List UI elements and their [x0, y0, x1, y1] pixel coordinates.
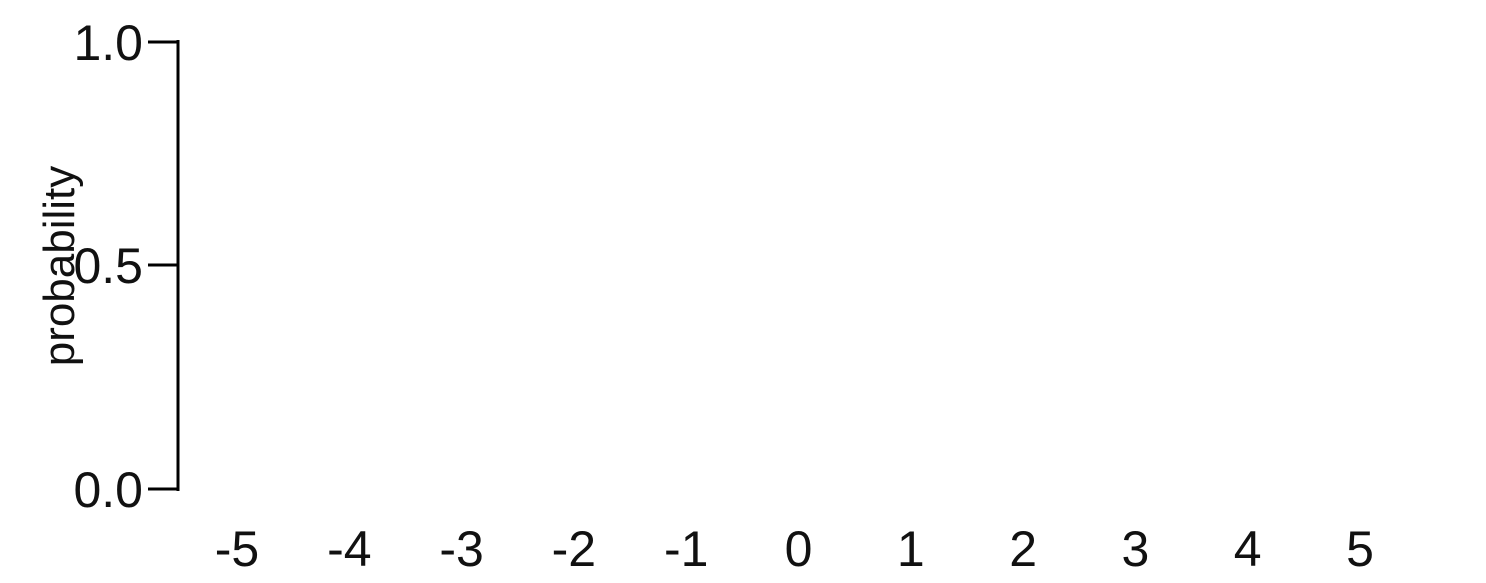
logo-letters: MYDVTHYIENALSKGPGKNQVTEDTRKAGLPSGQNKRFAQ… — [1479, 560, 1486, 569]
y-axis-title: probability — [35, 166, 84, 367]
y-tick-label-0: 0.0 — [73, 462, 143, 518]
logo-letter-m-pos--5-0: M — [1479, 560, 1486, 569]
x-tick-label-4: 4 — [1234, 521, 1262, 577]
x-tick-label-5: 5 — [1346, 521, 1374, 577]
x-tick-label--2: -2 — [552, 521, 596, 577]
x-tick-label--4: -4 — [327, 521, 371, 577]
y-tick-label-1: 1.0 — [73, 15, 143, 71]
y-tick-label-0-5: 0.5 — [73, 238, 143, 294]
x-tick-label--1: -1 — [664, 521, 708, 577]
x-tick-label-3: 3 — [1121, 521, 1149, 577]
x-axis: -5 -4 -3 -2 -1 0 1 2 3 4 5 — [215, 521, 1374, 577]
x-tick-label-2: 2 — [1009, 521, 1037, 577]
x-tick-label--3: -3 — [439, 521, 483, 577]
x-tick-label-1: 1 — [897, 521, 925, 577]
y-axis: 1.0 0.5 0.0 probability — [35, 15, 180, 518]
x-tick-label--5: -5 — [215, 521, 259, 577]
x-tick-label-0: 0 — [785, 521, 813, 577]
